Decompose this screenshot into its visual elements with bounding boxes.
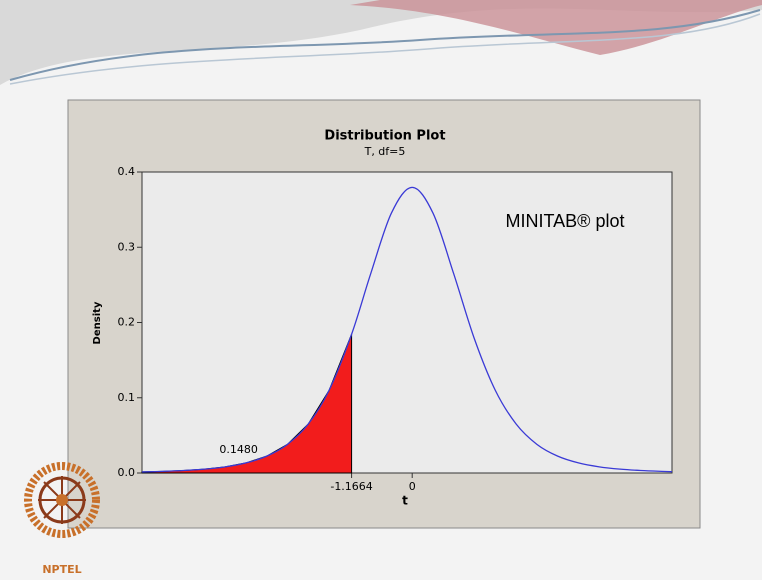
y-tick-label: 0.3 bbox=[118, 240, 136, 253]
x-tick-label: 0 bbox=[409, 480, 416, 493]
y-tick-label: 0.0 bbox=[118, 466, 136, 479]
y-tick-label: 0.2 bbox=[118, 316, 136, 329]
slide: Distribution Plot T, df=5 t Density MINI… bbox=[0, 0, 762, 580]
area-label: 0.1480 bbox=[219, 443, 258, 456]
y-tick-label: 0.1 bbox=[118, 391, 136, 404]
logo bbox=[28, 466, 96, 534]
annotation: MINITAB® plot bbox=[506, 211, 625, 231]
y-axis-label: Density bbox=[92, 301, 103, 344]
x-tick-label: -1.1664 bbox=[330, 480, 372, 493]
x-axis-label: t bbox=[402, 494, 408, 508]
chart-title: Distribution Plot bbox=[324, 129, 445, 144]
y-tick-label: 0.4 bbox=[118, 165, 136, 178]
logo-text: NPTEL bbox=[42, 563, 81, 576]
chart-subtitle: T, df=5 bbox=[364, 145, 406, 158]
